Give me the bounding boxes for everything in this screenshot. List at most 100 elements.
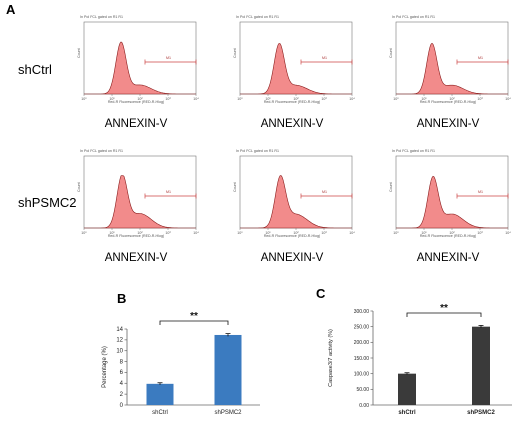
x-tick-label: 10⁰ <box>237 231 243 235</box>
significance-bracket <box>406 312 482 317</box>
gate-marker-label: M1 <box>166 190 171 194</box>
x-tick-label: 10² <box>293 231 299 235</box>
histogram-1-2: 10⁰ 10¹ 10² 10³ 10⁴ In Pol FCL gated on R1 R1… <box>226 14 358 110</box>
histogram-title: In Pol FCL gated on R1 R1 <box>392 15 436 19</box>
histogram-y-axis-title: Count <box>77 182 81 192</box>
x-tick-label: 10³ <box>477 97 483 101</box>
x-tick-label: 10⁰ <box>81 231 87 235</box>
histogram-plot: 10⁰ 10¹ 10² 10³ 10⁴ <box>81 155 199 235</box>
histogram-plot: 10⁰ 10¹ 10² 10³ 10⁴ <box>393 21 511 101</box>
row-label-shctrl: shCtrl <box>18 62 52 77</box>
gate-marker-label: M1 <box>166 56 171 60</box>
x-tick-label: 10⁰ <box>393 231 399 235</box>
histogram-x-axis-title: Red-R Fluorescence (RED-R-Hlog) <box>419 100 477 104</box>
annexin-v-caption: ANNEXIN-V <box>416 252 480 264</box>
x-tick-label: 10⁴ <box>505 231 511 235</box>
row-label-shpsmc2: shPSMC2 <box>18 195 77 210</box>
y-axis-label: Percentage (%) <box>102 346 108 388</box>
x-tick-label: 10⁴ <box>193 231 199 235</box>
histogram-y-axis-title: Count <box>233 182 237 192</box>
annexin-v-caption: ANNEXIN-V <box>260 118 324 130</box>
plot-frame <box>239 21 353 95</box>
y-axis-label: Caspase3/7 activity (%) <box>328 329 334 387</box>
category-label: shPSMC2 <box>214 410 242 416</box>
histogram-area <box>240 175 352 229</box>
bar-shctrl <box>398 373 416 405</box>
category-label: shCtrl <box>152 410 168 416</box>
y-tick-label: 0.00 <box>359 403 369 409</box>
panel-a-letter: A <box>6 2 16 17</box>
y-tick-label: 50.00 <box>356 387 369 393</box>
significance-bracket <box>159 320 229 325</box>
annexin-v-caption: ANNEXIN-V <box>416 118 480 130</box>
plot-frame <box>395 21 509 95</box>
histogram-x-axis-title: Red-R Fluorescence (RED-R-Hlog) <box>107 234 165 238</box>
x-tick-label: 10¹ <box>109 97 115 101</box>
chart-b: 0 2 4 6 8 10 12 14 Percentage (%) shCtrl shPSMC2 ** <box>100 300 270 422</box>
y-tick-label: 200.00 <box>354 340 370 346</box>
x-tick-label: 10² <box>137 97 143 101</box>
x-tick-label: 10¹ <box>421 231 427 235</box>
y-tick-label: 6 <box>120 370 124 376</box>
chart-c: 0.00 50.00 100.00 150.00 200.00 250.00 300.00 C… <box>320 300 520 422</box>
bar-shctrl <box>146 383 174 405</box>
annexin-v-caption: ANNEXIN-V <box>104 252 168 264</box>
histogram-title: In Pol FCL gated on R1 R1 <box>392 149 436 153</box>
gate-marker-label: M1 <box>478 190 483 194</box>
x-tick-label: 10⁰ <box>237 97 243 101</box>
histogram-2-2: 10⁰ 10¹ 10² 10³ 10⁴ In Pol FCL gated on R1 R1… <box>226 148 358 244</box>
x-tick-label: 10³ <box>165 97 171 101</box>
histogram-x-axis-title: Red-R Fluorescence (RED-R-Hlog) <box>263 100 321 104</box>
x-tick-label: 10² <box>293 97 299 101</box>
x-tick-label: 10⁴ <box>349 97 355 101</box>
histogram-plot: 10⁰ 10¹ 10² 10³ 10⁴ <box>237 21 355 101</box>
y-tick-label: 10 <box>116 349 123 355</box>
histogram-area <box>84 175 196 229</box>
x-tick-label: 10⁴ <box>505 97 511 101</box>
histogram-x-axis-title: Red-R Fluorescence (RED-R-Hlog) <box>419 234 477 238</box>
histogram-1-1: 10⁰ 10¹ 10² 10³ 10⁴ In Pol FCL gated on R1 R1… <box>70 14 202 110</box>
histogram-plot: 10⁰ 10¹ 10² 10³ 10⁴ <box>237 155 355 235</box>
panel-b-letter: B <box>117 291 127 306</box>
y-tick-label: 100.00 <box>354 371 370 377</box>
category-label: shCtrl <box>398 410 416 416</box>
plot-frame <box>83 21 197 95</box>
histogram-area <box>396 42 508 95</box>
histogram-plot: 10⁰ 10¹ 10² 10³ 10⁴ <box>393 155 511 235</box>
gate-marker-label: M1 <box>322 190 327 194</box>
histogram-x-axis-title: Red-R Fluorescence (RED-R-Hlog) <box>263 234 321 238</box>
gate-marker-label: M1 <box>322 56 327 60</box>
gate-marker-label: M1 <box>478 56 483 60</box>
x-tick-label: 10³ <box>477 231 483 235</box>
histogram-y-axis-title: Count <box>77 48 81 58</box>
category-label: shPSMC2 <box>467 410 495 416</box>
histogram-area <box>396 175 508 229</box>
y-tick-label: 14 <box>116 327 123 333</box>
histogram-plot: 10⁰ 10¹ 10² 10³ 10⁴ <box>81 21 199 101</box>
x-tick-label: 10² <box>449 231 455 235</box>
x-tick-label: 10⁴ <box>193 97 199 101</box>
y-tick-label: 2 <box>120 392 124 398</box>
histogram-2-3: 10⁰ 10¹ 10² 10³ 10⁴ In Pol FCL gated on R1 R1… <box>382 148 514 244</box>
histogram-1-3: 10⁰ 10¹ 10² 10³ 10⁴ In Pol FCL gated on R1 R1… <box>382 14 514 110</box>
panel-c-letter: C <box>316 286 326 301</box>
bar-shpsmc2 <box>214 334 242 405</box>
histogram-x-axis-title: Red-R Fluorescence (RED-R-Hlog) <box>107 100 165 104</box>
y-tick-label: 300.00 <box>354 309 370 315</box>
x-tick-label: 10³ <box>321 231 327 235</box>
x-tick-label: 10³ <box>165 231 171 235</box>
histogram-title: In Pol FCL gated on R1 R1 <box>80 15 124 19</box>
x-tick-label: 10¹ <box>421 97 427 101</box>
x-tick-label: 10³ <box>321 97 327 101</box>
chart-c-svg: 0.00 50.00 100.00 150.00 200.00 250.00 300.00 C… <box>328 303 512 416</box>
y-tick-label: 4 <box>120 381 124 387</box>
y-tick-label: 12 <box>116 338 123 344</box>
histogram-title: In Pol FCL gated on R1 R1 <box>236 149 280 153</box>
histogram-y-axis-title: Count <box>389 48 393 58</box>
x-tick-label: 10² <box>449 97 455 101</box>
x-tick-label: 10⁴ <box>349 231 355 235</box>
annexin-v-caption: ANNEXIN-V <box>104 118 168 130</box>
x-tick-label: 10⁰ <box>393 97 399 101</box>
histogram-title: In Pol FCL gated on R1 R1 <box>236 15 280 19</box>
x-tick-label: 10⁰ <box>81 97 87 101</box>
